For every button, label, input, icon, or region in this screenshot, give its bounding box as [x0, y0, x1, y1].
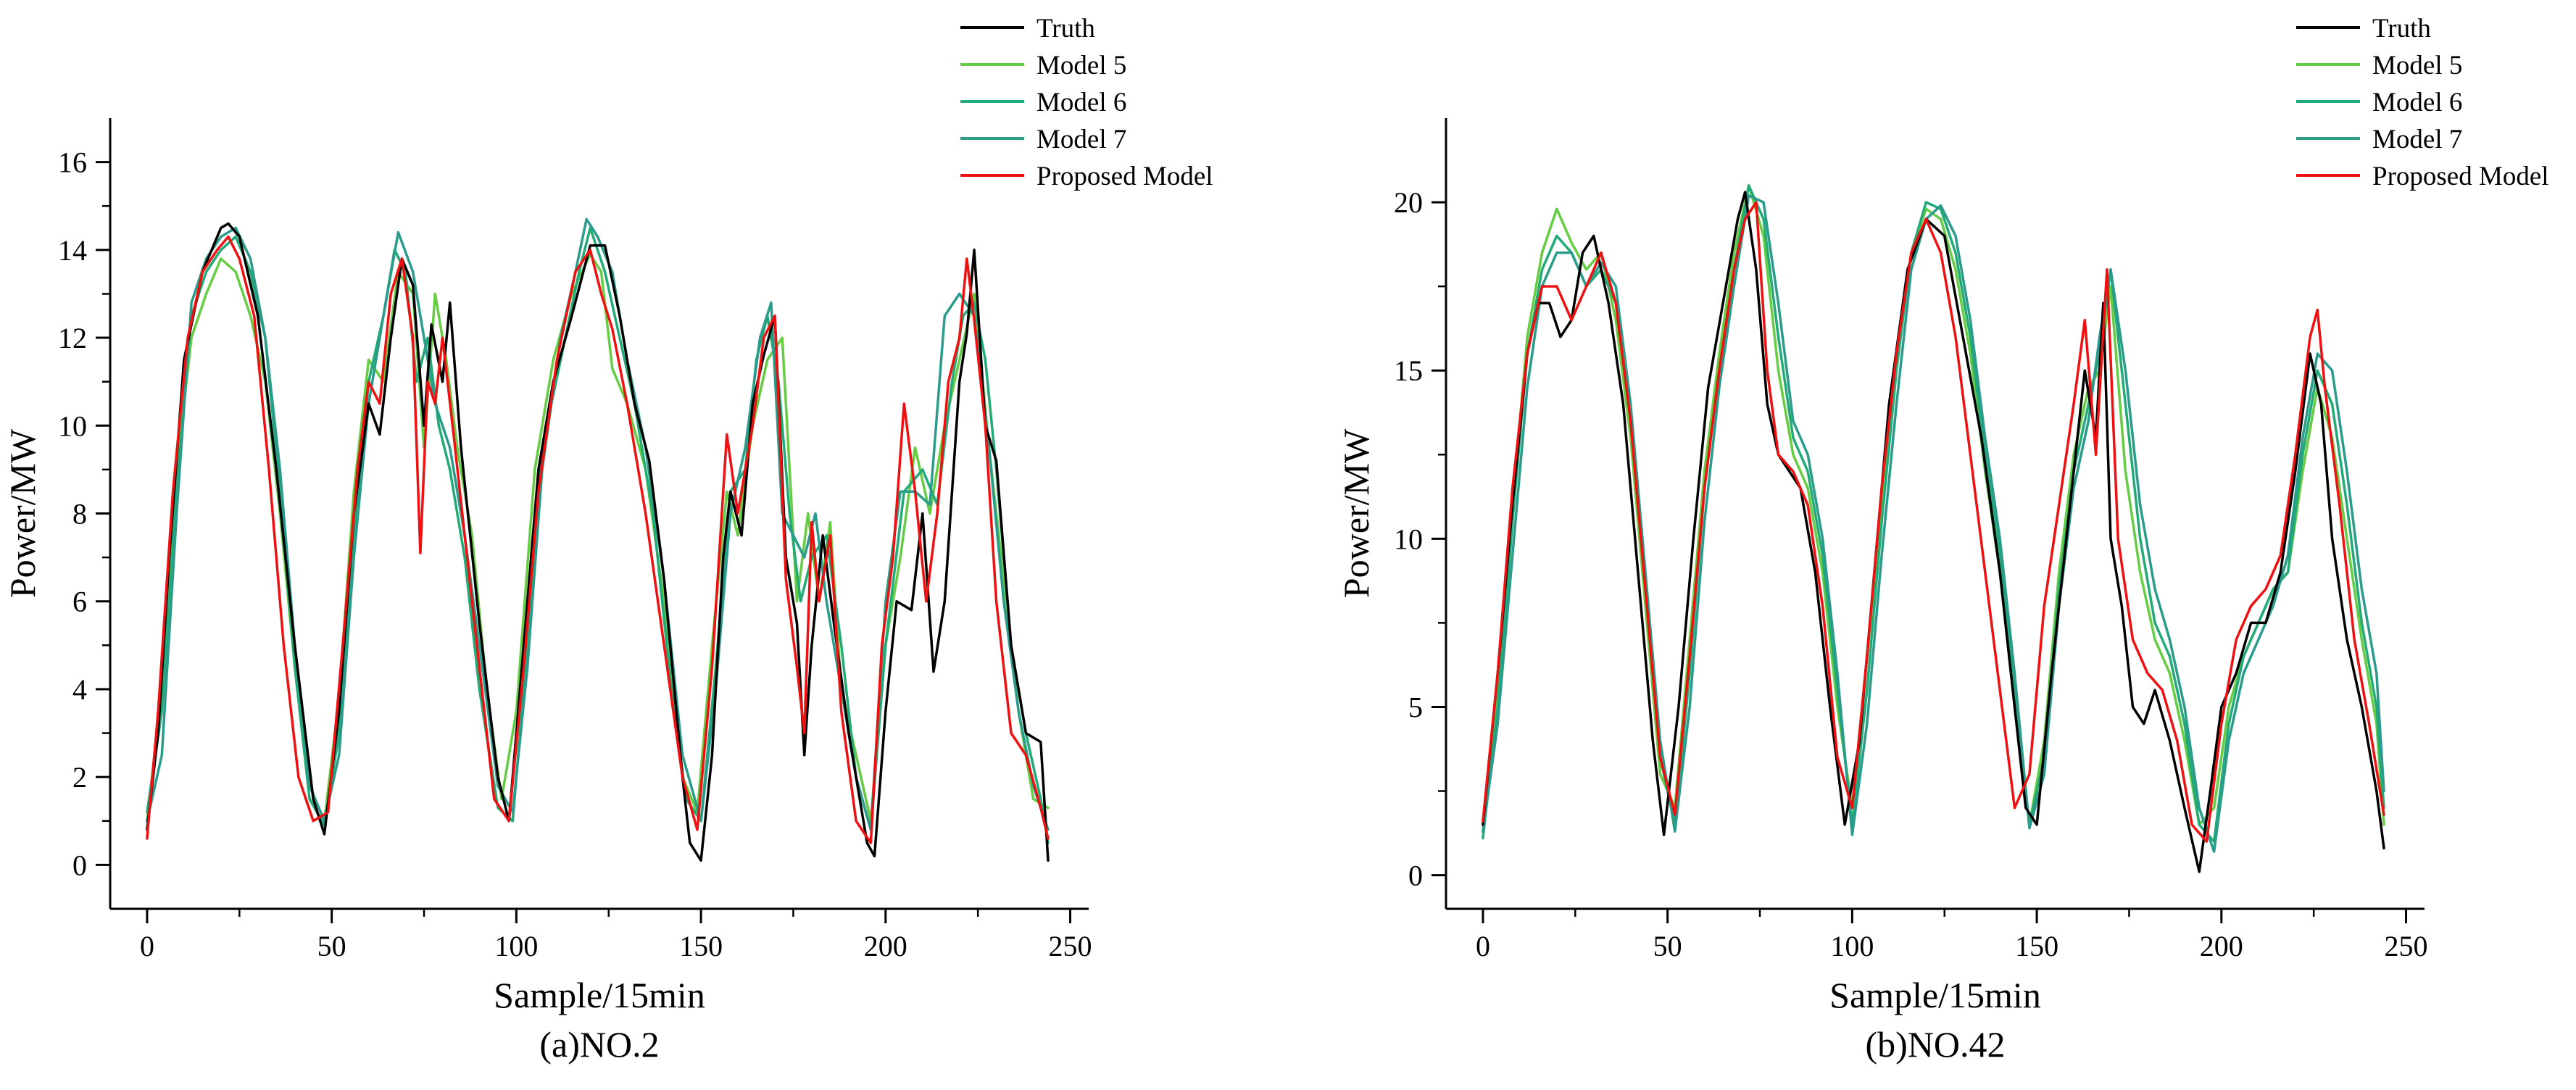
- x-tick-label: 0: [1476, 930, 1490, 962]
- legend-label: Truth: [1036, 14, 1095, 43]
- x-tick-label: 0: [140, 930, 154, 962]
- legend-label: Model 5: [1036, 51, 1126, 80]
- y-axis-label: Power/MW: [2, 428, 43, 598]
- panel-no42: 0 50 100 150 200 250 0 5 10 15 20 Sample/15min Power…: [1336, 14, 2549, 1065]
- y-tick-label: 16: [58, 146, 87, 179]
- y-tick-label: 14: [58, 234, 87, 267]
- x-axis-label: Sample/15min: [494, 975, 705, 1015]
- x-tick-label: 50: [1653, 930, 1682, 962]
- y-tick-label: 0: [72, 849, 87, 881]
- y-tick-label: 10: [1394, 523, 1423, 555]
- series-line-model-6: [146, 226, 1050, 844]
- x-tick-label: 250: [2385, 930, 2428, 962]
- x-tick-label: 250: [1049, 930, 1092, 962]
- x-tick-label: 150: [679, 930, 723, 962]
- series-line-proposed-model: [146, 235, 1050, 844]
- y-tick-label: 5: [1408, 691, 1423, 723]
- y-tick-label: 2: [72, 761, 87, 794]
- legend-label: Proposed Model: [1036, 162, 1213, 191]
- x-tick-label: 50: [317, 930, 346, 962]
- series-line-model-7: [1482, 194, 2385, 853]
- panel-caption: (a)NO.2: [539, 1024, 659, 1065]
- legend-label: Truth: [2372, 14, 2431, 43]
- legend: Truth Model 5 Model 6 Model 7 Proposed Model: [960, 14, 1213, 191]
- x-tick-label: 200: [864, 930, 907, 962]
- legend-label: Model 5: [2372, 51, 2462, 80]
- series-line-proposed-model: [1482, 201, 2385, 843]
- y-tick-label: 12: [58, 322, 87, 354]
- legend-label: Model 7: [1036, 125, 1126, 154]
- y-tick-label: 4: [72, 673, 87, 706]
- x-tick-label: 200: [2200, 930, 2243, 962]
- y-tick-label: 6: [72, 586, 87, 618]
- legend-label: Model 6: [2372, 88, 2462, 117]
- x-tick-label: 150: [2015, 930, 2058, 962]
- x-axis-label: Sample/15min: [1829, 975, 2041, 1015]
- series-line-truth: [146, 222, 1050, 862]
- series-line-truth: [1482, 191, 2385, 873]
- y-tick-label: 10: [58, 409, 87, 442]
- x-tick-label: 100: [494, 930, 538, 962]
- panel-no2: 0 50 100 150 200 250 0 2 4 6 8 10 12 14 16 Sample/15min…: [2, 14, 1213, 1065]
- legend-label: Proposed Model: [2372, 162, 2549, 191]
- x-tick-label: 100: [1830, 930, 1874, 962]
- y-tick-label: 8: [72, 498, 87, 531]
- legend: Truth Model 5 Model 6 Model 7 Proposed Model: [2296, 14, 2549, 191]
- y-tick-label: 20: [1394, 186, 1423, 219]
- series-line-model-5: [1482, 184, 2385, 833]
- panel-caption: (b)NO.42: [1865, 1024, 2005, 1065]
- y-axis-label: Power/MW: [1336, 428, 1376, 598]
- y-tick-label: 15: [1394, 354, 1423, 387]
- series-line-model-6: [1482, 184, 2385, 843]
- y-tick-label: 0: [1408, 860, 1423, 892]
- legend-label: Model 6: [1036, 88, 1126, 117]
- legend-label: Model 7: [2372, 125, 2462, 154]
